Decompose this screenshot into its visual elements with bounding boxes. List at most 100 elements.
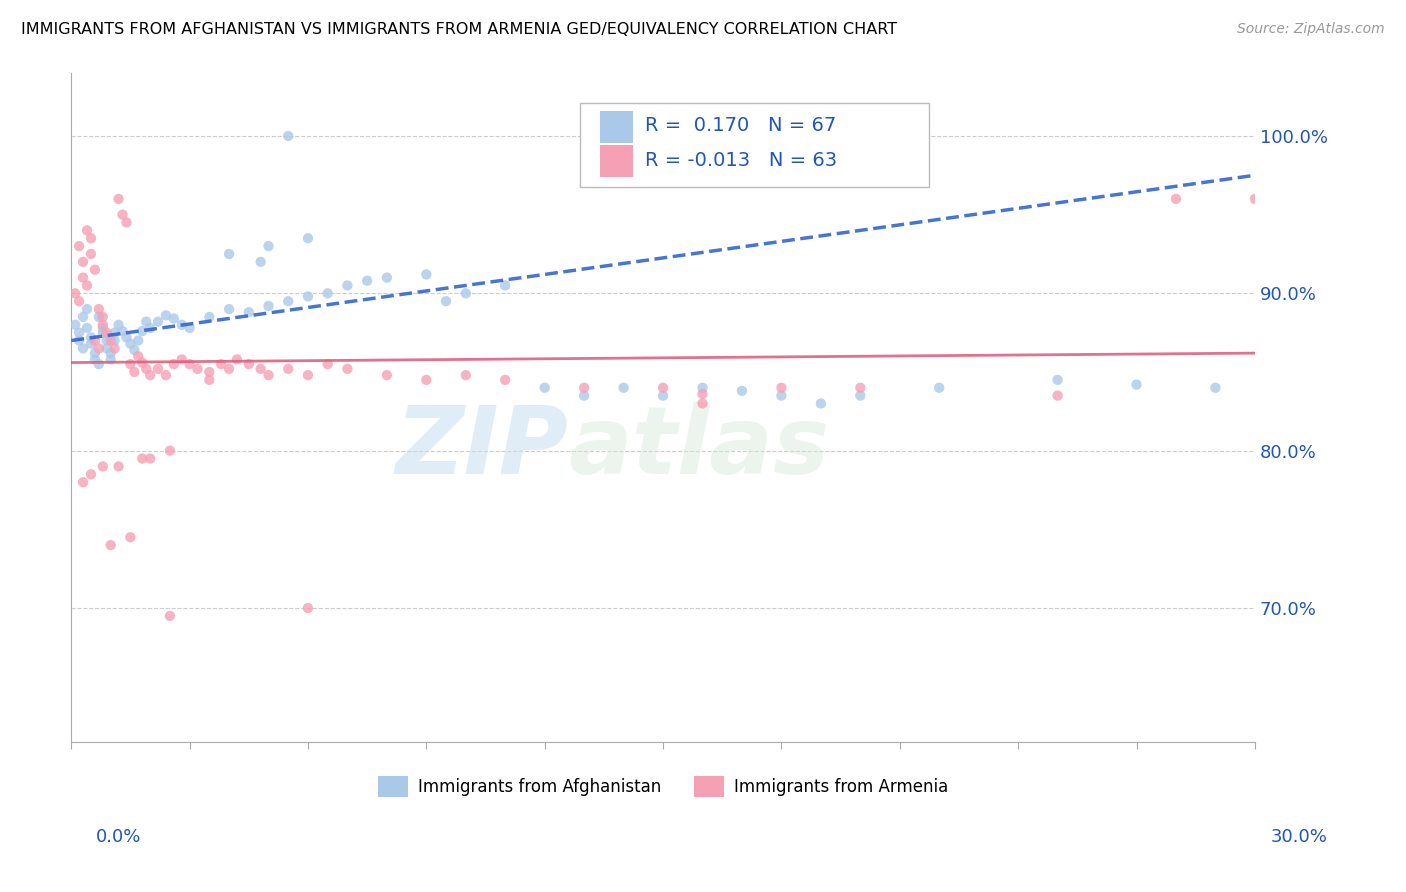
Point <box>115 330 138 344</box>
Point <box>257 239 280 253</box>
Point <box>155 368 177 383</box>
Point <box>131 451 153 466</box>
Point <box>135 362 157 376</box>
Point <box>186 362 208 376</box>
Point <box>91 459 114 474</box>
Text: 30.0%: 30.0% <box>1271 828 1327 846</box>
Point <box>454 368 477 383</box>
Point <box>139 321 162 335</box>
Point <box>770 381 793 395</box>
FancyBboxPatch shape <box>600 112 634 144</box>
Point <box>100 352 122 367</box>
Point <box>163 311 186 326</box>
Point <box>849 381 872 395</box>
Point <box>91 326 114 340</box>
Point <box>277 294 299 309</box>
Point <box>692 396 714 410</box>
Point <box>96 334 118 348</box>
Point <box>146 362 169 376</box>
Point <box>1046 389 1069 403</box>
Point <box>104 342 127 356</box>
Text: ZIP: ZIP <box>395 401 568 493</box>
Point <box>198 310 221 324</box>
Point <box>928 381 950 395</box>
FancyBboxPatch shape <box>600 145 634 177</box>
Point <box>87 301 110 316</box>
Point <box>277 128 299 143</box>
Point <box>76 301 98 316</box>
Point <box>107 459 129 474</box>
Point <box>198 365 221 379</box>
Point <box>72 255 94 269</box>
Point <box>63 286 86 301</box>
Point <box>72 475 94 490</box>
Point <box>84 334 107 348</box>
Point <box>111 324 134 338</box>
Text: 0.0%: 0.0% <box>96 828 141 846</box>
Point <box>297 289 319 303</box>
Point <box>80 336 103 351</box>
Point <box>139 368 162 383</box>
Point <box>139 451 162 466</box>
Point <box>159 443 181 458</box>
Point <box>533 381 555 395</box>
Point <box>127 334 149 348</box>
Point <box>100 334 122 348</box>
Point <box>91 310 114 324</box>
Point <box>297 601 319 615</box>
Point <box>84 352 107 367</box>
Point <box>115 215 138 229</box>
Point <box>96 342 118 356</box>
Point <box>87 342 110 356</box>
Point <box>100 346 122 360</box>
Point <box>104 326 127 340</box>
Point <box>87 310 110 324</box>
Point <box>163 357 186 371</box>
Point <box>209 357 232 371</box>
Point <box>170 318 193 332</box>
Point <box>1244 192 1267 206</box>
Point <box>80 231 103 245</box>
Point <box>249 362 271 376</box>
Legend: Immigrants from Afghanistan, Immigrants from Armenia: Immigrants from Afghanistan, Immigrants … <box>371 769 955 804</box>
Point <box>135 315 157 329</box>
Point <box>63 318 86 332</box>
Point <box>170 352 193 367</box>
Point <box>454 286 477 301</box>
Point <box>131 355 153 369</box>
Point <box>155 309 177 323</box>
Point <box>336 278 359 293</box>
Point <box>770 389 793 403</box>
Point <box>67 326 90 340</box>
Point <box>415 373 437 387</box>
Point <box>127 349 149 363</box>
Point <box>120 336 142 351</box>
Point <box>218 301 240 316</box>
Point <box>131 324 153 338</box>
Point <box>277 362 299 376</box>
Point <box>67 239 90 253</box>
Point <box>72 342 94 356</box>
Point <box>91 318 114 332</box>
Point <box>336 362 359 376</box>
Point <box>731 384 754 398</box>
Point <box>375 368 398 383</box>
Text: R = -0.013   N = 63: R = -0.013 N = 63 <box>645 151 838 170</box>
Point <box>297 231 319 245</box>
Point <box>297 368 319 383</box>
Point <box>87 357 110 371</box>
Point <box>494 373 516 387</box>
Point <box>238 357 260 371</box>
Point <box>76 223 98 237</box>
Point <box>375 270 398 285</box>
Point <box>257 299 280 313</box>
Text: Source: ZipAtlas.com: Source: ZipAtlas.com <box>1237 22 1385 37</box>
Point <box>1164 192 1187 206</box>
Text: atlas: atlas <box>568 401 830 493</box>
FancyBboxPatch shape <box>581 103 929 186</box>
Point <box>692 381 714 395</box>
Point <box>67 294 90 309</box>
Point <box>434 294 457 309</box>
Point <box>120 357 142 371</box>
Point <box>652 381 675 395</box>
